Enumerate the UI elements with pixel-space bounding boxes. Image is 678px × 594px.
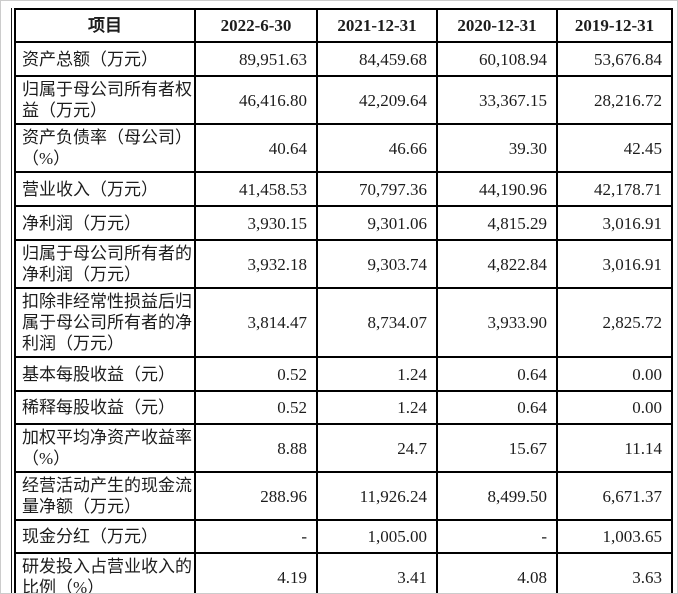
table-row-net-profit: 净利润（万元） 3,930.15 9,301.06 4,815.29 3,016… [14,205,673,241]
cell-value: 3.41 [316,552,438,593]
cell-value: 1.24 [316,390,438,425]
cell-value: 40.64 [194,123,318,173]
cell-value: 3,016.91 [556,205,673,241]
cell-value: 8,734.07 [316,287,438,358]
cell-value: 8.88 [194,423,318,473]
cell-value: 4,822.84 [436,239,558,289]
cell-value: 60,108.94 [436,41,558,77]
cell-value: 3.63 [556,552,673,593]
cell-value: 3,930.15 [194,205,318,241]
cell-value: 0.52 [194,356,318,392]
row-label: 扣除非经常性损益后归属于母公司所有者的净利润（万元） [14,287,196,358]
table-row-diluted-eps: 稀释每股收益（元） 0.52 1.24 0.64 0.00 [14,390,673,425]
cell-value: 6,671.37 [556,471,673,521]
header-period-2021-12-31: 2021-12-31 [316,8,438,43]
row-label: 加权平均净资产收益率（%） [14,423,196,473]
cell-value: 46.66 [316,123,438,173]
cell-value: 70,797.36 [316,171,438,207]
row-label: 稀释每股收益（元） [14,390,196,425]
cell-value: 2,825.72 [556,287,673,358]
table-row-cash-dividend: 现金分红（万元） - 1,005.00 - 1,003.65 [14,519,673,554]
cell-value: 4.19 [194,552,318,593]
cell-value: 89,951.63 [194,41,318,77]
cell-value: 42,178.71 [556,171,673,207]
header-period-2020-12-31: 2020-12-31 [436,8,558,43]
header-period-2019-12-31: 2019-12-31 [556,8,673,43]
header-row: 项目 2022-6-30 2021-12-31 2020-12-31 2019-… [14,8,673,43]
cell-value: 1,003.65 [556,519,673,554]
row-label: 经营活动产生的现金流量净额（万元） [14,471,196,521]
cell-value: - [194,519,318,554]
cell-value: 8,499.50 [436,471,558,521]
row-label: 研发投入占营业收入的比例（%） [14,552,196,593]
table-row-total-assets: 资产总额（万元） 89,951.63 84,459.68 60,108.94 5… [14,41,673,77]
cell-value: 46,416.80 [194,75,318,125]
cell-value: 3,933.90 [436,287,558,358]
cell-value: 39.30 [436,123,558,173]
cell-value: 1.24 [316,356,438,392]
cell-value: 0.00 [556,390,673,425]
table-row-rd-expense-ratio: 研发投入占营业收入的比例（%） 4.19 3.41 4.08 3.63 [14,552,673,593]
row-label: 资产总额（万元） [14,41,196,77]
cell-value: 44,190.96 [436,171,558,207]
cell-value: 33,367.15 [436,75,558,125]
table-row-basic-eps: 基本每股收益（元） 0.52 1.24 0.64 0.00 [14,356,673,392]
cell-value: 3,814.47 [194,287,318,358]
table-row-deducted-net-profit: 扣除非经常性损益后归属于母公司所有者的净利润（万元） 3,814.47 8,73… [14,287,673,358]
cell-value: 0.64 [436,390,558,425]
cell-value: 3,016.91 [556,239,673,289]
cell-value: 1,005.00 [316,519,438,554]
row-label: 归属于母公司所有者权益（万元） [14,75,196,125]
cell-value: 41,458.53 [194,171,318,207]
cell-value: 42.45 [556,123,673,173]
cell-value: 28,216.72 [556,75,673,125]
table-row-parent-equity: 归属于母公司所有者权益（万元） 46,416.80 42,209.64 33,3… [14,75,673,125]
cell-value: 9,303.74 [316,239,438,289]
header-item: 项目 [14,8,196,43]
table-row-parent-net-profit: 归属于母公司所有者的净利润（万元） 3,932.18 9,303.74 4,82… [14,239,673,289]
cell-value: 42,209.64 [316,75,438,125]
cell-value: 0.52 [194,390,318,425]
cell-value: 4.08 [436,552,558,593]
row-label: 基本每股收益（元） [14,356,196,392]
row-label: 资产负债率（母公司）（%） [14,123,196,173]
cell-value: 3,932.18 [194,239,318,289]
table-row-debt-ratio: 资产负债率（母公司）（%） 40.64 46.66 39.30 42.45 [14,123,673,173]
header-period-2022-6-30: 2022-6-30 [194,8,318,43]
cell-value: 4,815.29 [436,205,558,241]
cell-value: 15.67 [436,423,558,473]
cell-value: 53,676.84 [556,41,673,77]
cell-value: - [436,519,558,554]
cell-value: 9,301.06 [316,205,438,241]
table-row-operating-revenue: 营业收入（万元） 41,458.53 70,797.36 44,190.96 4… [14,171,673,207]
row-label: 归属于母公司所有者的净利润（万元） [14,239,196,289]
cell-value: 24.7 [316,423,438,473]
financial-summary-table: 项目 2022-6-30 2021-12-31 2020-12-31 2019-… [14,8,673,593]
table-row-operating-cash-flow: 经营活动产生的现金流量净额（万元） 288.96 11,926.24 8,499… [14,471,673,521]
row-label: 现金分红（万元） [14,519,196,554]
cell-value: 0.64 [436,356,558,392]
financial-table-frame: 项目 2022-6-30 2021-12-31 2020-12-31 2019-… [11,8,673,593]
cell-value: 288.96 [194,471,318,521]
row-label: 营业收入（万元） [14,171,196,207]
cell-value: 84,459.68 [316,41,438,77]
row-label: 净利润（万元） [14,205,196,241]
table-row-weighted-roe: 加权平均净资产收益率（%） 8.88 24.7 15.67 11.14 [14,423,673,473]
cell-value: 11.14 [556,423,673,473]
cell-value: 11,926.24 [316,471,438,521]
cell-value: 0.00 [556,356,673,392]
